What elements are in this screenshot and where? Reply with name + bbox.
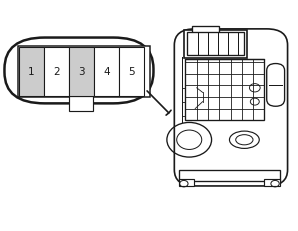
Bar (119, 47, 144, 96)
Bar (264, 179, 280, 186)
FancyBboxPatch shape (267, 64, 285, 106)
Text: 3: 3 (78, 67, 85, 77)
Bar (94, 47, 119, 96)
Bar (187, 32, 244, 55)
Bar (69, 96, 93, 111)
Bar (19, 47, 44, 96)
Text: 2: 2 (53, 67, 60, 77)
Text: 4: 4 (103, 67, 110, 77)
Bar (179, 170, 280, 181)
FancyBboxPatch shape (4, 38, 153, 103)
Bar (184, 30, 247, 58)
FancyBboxPatch shape (174, 29, 288, 186)
Bar (185, 59, 264, 120)
Text: 1: 1 (28, 67, 35, 77)
Bar (69, 47, 94, 96)
Bar (44, 47, 69, 96)
Bar (18, 46, 150, 97)
Text: 5: 5 (128, 67, 135, 77)
Bar (192, 26, 219, 33)
Bar (179, 179, 194, 186)
